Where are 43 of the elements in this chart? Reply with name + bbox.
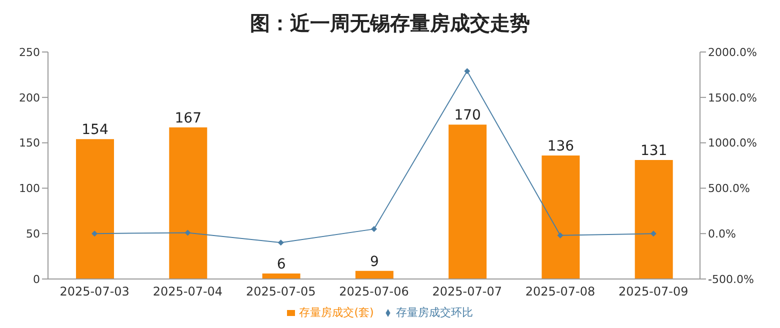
- x-tick-label: 2025-07-09: [618, 284, 688, 299]
- y-tick-label: 100: [19, 182, 40, 196]
- y-tick-label: 50: [26, 228, 40, 241]
- point: [92, 230, 98, 237]
- bar: [448, 124, 487, 279]
- legend-label: 存量房成交环比: [396, 306, 473, 319]
- y2-tick-label: 1500.0%: [708, 91, 757, 104]
- y-tick-label: 150: [19, 136, 40, 150]
- y2-tick-label: -500.0%: [708, 272, 754, 286]
- data-label: 136: [547, 138, 574, 155]
- x-tick-label: 2025-07-04: [152, 284, 223, 299]
- bar: [542, 156, 580, 279]
- point: [184, 230, 191, 236]
- y-tick-label: 0: [33, 272, 40, 286]
- y2-tick-label: 1000.0%: [708, 136, 757, 150]
- bar: [634, 160, 673, 279]
- bar: [76, 139, 114, 279]
- point: [278, 240, 284, 246]
- point: [371, 226, 377, 232]
- legend-label: 存量房成交(套): [299, 306, 374, 319]
- bar: [262, 274, 300, 279]
- x-tick-label: 2025-07-05: [246, 284, 316, 299]
- y-tick-label: 200: [19, 91, 40, 104]
- x-tick-label: 2025-07-08: [525, 284, 596, 299]
- data-label: 167: [174, 110, 202, 126]
- point: [650, 230, 656, 237]
- y-tick-label: 250: [19, 46, 40, 59]
- x-tick-label: 2025-07-06: [339, 284, 409, 299]
- y2-tick-label: 0.0%: [708, 228, 736, 241]
- y2-tick-label: 2000.0%: [708, 46, 757, 59]
- point: [557, 232, 564, 238]
- data-label: 9: [370, 254, 379, 270]
- data-label: 170: [454, 108, 481, 124]
- bar: [355, 270, 394, 279]
- data-label: 131: [640, 143, 668, 160]
- y2-tick-label: 500.0%: [708, 182, 750, 196]
- bar: [169, 127, 208, 279]
- point: [464, 68, 470, 74]
- x-tick-label: 2025-07-07: [432, 284, 502, 299]
- chart-title: 图：近一周无锡存量房成交走势: [249, 10, 531, 37]
- data-label: 154: [82, 122, 108, 138]
- data-label: 6: [276, 256, 286, 273]
- x-tick-label: 2025-07-03: [60, 284, 130, 299]
